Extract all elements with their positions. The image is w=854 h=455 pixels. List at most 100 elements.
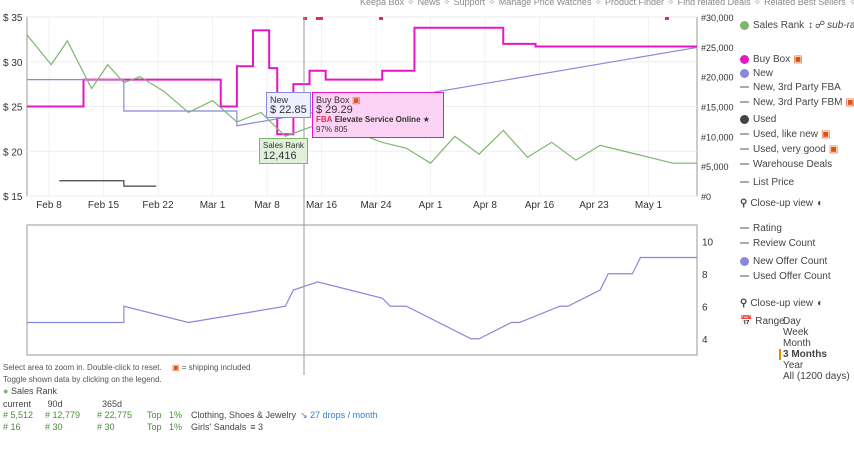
rank-current: # 16 xyxy=(3,422,21,432)
legend-swatch xyxy=(740,275,749,278)
range-option[interactable]: Month xyxy=(783,338,811,349)
series-line-used-very-good xyxy=(59,180,157,187)
legend-swatch xyxy=(740,54,749,64)
truck-icon: ▣ xyxy=(821,129,831,140)
range-option[interactable]: 3 Months xyxy=(779,349,827,360)
legend-item[interactable]: Review Count xyxy=(740,238,815,250)
nav-separator: ✧ xyxy=(753,0,762,7)
range-option[interactable]: Year xyxy=(783,360,804,371)
legend-item[interactable]: Used xyxy=(740,114,776,126)
rank-90d: # 12,779 xyxy=(45,410,81,420)
legend-item[interactable]: New Offer Count xyxy=(740,256,827,268)
rank-top: Top xyxy=(147,422,162,432)
tooltip-salesrank-value: 12,416 xyxy=(263,150,297,162)
tooltip-buybox-label: Buy Box xyxy=(316,95,350,105)
legend-swatch xyxy=(740,227,749,230)
legend-label: Used, like new xyxy=(753,129,819,140)
legend-label: New, 3rd Party FBA xyxy=(753,82,841,93)
legend-item[interactable]: ☍sub-ranks xyxy=(815,20,854,32)
nav-separator: ✧ xyxy=(488,0,496,7)
x-tick-label: Apr 16 xyxy=(525,200,555,211)
truck-icon: ▣ xyxy=(828,144,839,155)
seller-name: Elevate Service Online xyxy=(334,115,421,124)
nav-link[interactable]: News xyxy=(417,0,441,7)
legend-item[interactable]: Sales Rank ↕ xyxy=(740,20,813,32)
y-right-tick-label: #5,000 xyxy=(701,162,729,172)
nav-link[interactable]: Find related Deals xyxy=(677,0,751,7)
tooltip-salesrank: Sales Rank 12,416 xyxy=(259,138,308,164)
legend-label: New Offer Count xyxy=(753,256,828,267)
nav-link[interactable]: Support xyxy=(453,0,486,7)
fba-badge: FBA xyxy=(316,115,333,124)
legend-swatch xyxy=(740,20,749,30)
y-right-tick-label: 8 xyxy=(702,270,708,281)
legend-label: sub-ranks xyxy=(827,20,854,31)
legend-swatch xyxy=(740,68,749,78)
nav-separator: ✧ xyxy=(443,0,451,7)
legend-label: New, 3rd Party FBM xyxy=(753,97,843,108)
nav-link[interactable]: Related Best Sellers xyxy=(764,0,846,7)
legend-item[interactable]: List Price xyxy=(740,177,794,189)
y-right-tick-label: #10,000 xyxy=(701,132,734,142)
legend-label: Sales Rank xyxy=(753,20,805,31)
nav-separator: ✧ xyxy=(667,0,675,7)
y-tick-label: $ 25 xyxy=(3,103,23,114)
legend-item[interactable]: New, 3rd Party FBM ▣ xyxy=(740,97,854,109)
y-tick-label: $ 35 xyxy=(3,13,23,24)
x-tick-label: Mar 8 xyxy=(254,200,280,211)
event-marker xyxy=(319,17,323,20)
y-right-tick-label: #20,000 xyxy=(701,73,734,83)
x-tick-label: May 1 xyxy=(635,200,663,211)
legend-item[interactable]: Used, very good ▣ xyxy=(740,144,838,156)
legend-item[interactable]: Used Offer Count xyxy=(740,271,831,283)
rank-90d: # 30 xyxy=(45,422,63,432)
nav-link[interactable]: Manage Price Watches xyxy=(498,0,592,7)
legend-label: Review Count xyxy=(753,238,816,249)
range-label-row: 📅 Range xyxy=(740,316,785,328)
y-right-tick-label: 6 xyxy=(702,302,708,313)
legend-item[interactable]: Warehouse Deals xyxy=(740,159,832,171)
legend-label: Used, very good xyxy=(753,144,826,155)
legend-label: Close-up view xyxy=(750,198,814,209)
nav-link[interactable]: Keepa Box xyxy=(360,0,405,7)
nav-link[interactable]: Product Finder xyxy=(605,0,665,7)
rank-current: # 5,512 xyxy=(3,410,34,420)
legend-label: Buy Box xyxy=(753,54,791,65)
legend-item[interactable]: New, 3rd Party FBA xyxy=(740,82,841,94)
nav-separator: ✧ xyxy=(594,0,602,7)
x-tick-label: Feb 22 xyxy=(142,200,174,211)
rank-category[interactable]: Clothing, Shoes & Jewelry xyxy=(191,410,297,420)
rank-table-title: ● Sales Rank xyxy=(3,386,57,396)
legend-label: Warehouse Deals xyxy=(753,159,833,170)
legend-item[interactable]: Buy Box ▣ xyxy=(740,54,803,66)
legend-label: Rating xyxy=(753,223,782,234)
legend-item[interactable]: Used, like new ▣ xyxy=(740,129,830,141)
rank-row: # 16 # 30 # 30 Top 1% Girls' Sandals ≡ 3 xyxy=(3,422,263,432)
x-tick-label: Mar 24 xyxy=(360,200,392,211)
nav-separator: ✧ xyxy=(407,0,415,7)
toggle-icon[interactable]: ◐ xyxy=(817,198,824,209)
range-option[interactable]: Week xyxy=(783,327,809,338)
tooltip-new: New $ 22.85 xyxy=(266,92,311,118)
rank-table-header: current 90d 365d xyxy=(3,399,123,409)
legend-item[interactable]: Rating xyxy=(740,223,782,235)
legend-label: Used xyxy=(753,114,777,125)
rank-top: Top xyxy=(147,410,162,420)
legend-item[interactable]: ⚲ Close-up view ◐ xyxy=(740,298,823,310)
calendar-icon: 📅 xyxy=(740,316,753,327)
range-option[interactable]: All (1200 days) xyxy=(783,371,850,382)
x-tick-label: Feb 8 xyxy=(36,200,62,211)
rank-category[interactable]: Girls' Sandals xyxy=(191,422,247,432)
hierarchy-icon: ☍ xyxy=(815,20,826,31)
rank-365d: # 30 xyxy=(97,422,115,432)
rank-pct: 1% xyxy=(169,410,183,420)
toggle-icon[interactable]: ◐ xyxy=(817,298,824,309)
range-option[interactable]: Day xyxy=(783,316,801,327)
plot-frame-lower xyxy=(26,224,698,356)
legend-item[interactable]: New xyxy=(740,68,773,80)
y-tick-label: $ 20 xyxy=(3,147,23,158)
x-tick-label: Mar 1 xyxy=(200,200,226,211)
legend-item[interactable]: ⚲ Close-up view ◐ xyxy=(740,198,823,210)
sort-icon[interactable]: ↕ xyxy=(808,20,814,31)
